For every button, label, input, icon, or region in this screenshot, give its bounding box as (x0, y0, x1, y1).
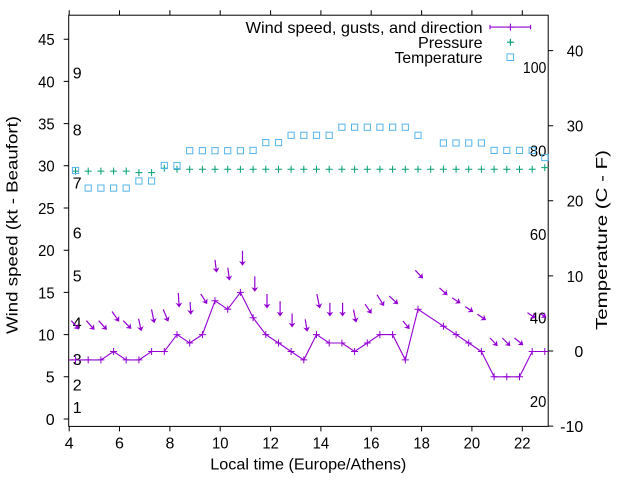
svg-text:80: 80 (530, 144, 547, 161)
svg-text:22: 22 (514, 436, 531, 453)
svg-text:5: 5 (73, 268, 82, 285)
svg-text:18: 18 (413, 436, 430, 453)
svg-text:6: 6 (73, 226, 82, 243)
svg-text:4: 4 (65, 436, 74, 453)
svg-text:Temperature: Temperature (395, 50, 483, 67)
svg-text:6: 6 (115, 436, 124, 453)
svg-text:60: 60 (530, 227, 547, 244)
svg-text:100: 100 (523, 60, 547, 77)
svg-text:0: 0 (46, 412, 55, 429)
svg-text:Pressure: Pressure (418, 35, 483, 52)
svg-text:-10: -10 (560, 419, 583, 436)
svg-text:8: 8 (165, 436, 174, 453)
svg-text:10: 10 (567, 269, 584, 286)
svg-text:0: 0 (574, 344, 583, 361)
svg-text:45: 45 (38, 32, 55, 49)
svg-text:Wind speed (kt - Beaufort): Wind speed (kt - Beaufort) (5, 116, 22, 334)
svg-text:20: 20 (464, 436, 481, 453)
svg-text:8: 8 (73, 122, 82, 139)
svg-text:40: 40 (38, 74, 55, 91)
svg-text:5: 5 (46, 370, 55, 387)
svg-text:9: 9 (73, 65, 82, 82)
svg-text:10: 10 (212, 436, 229, 453)
svg-text:30: 30 (567, 119, 584, 136)
svg-text:15: 15 (38, 285, 55, 302)
svg-text:12: 12 (262, 436, 279, 453)
svg-text:20: 20 (567, 194, 584, 211)
svg-text:Local time (Europe/Athens): Local time (Europe/Athens) (210, 457, 406, 474)
svg-text:7: 7 (73, 176, 82, 193)
svg-text:25: 25 (38, 201, 55, 218)
svg-text:Wind speed, gusts, and directi: Wind speed, gusts, and direction (246, 20, 483, 37)
svg-text:1: 1 (73, 400, 82, 417)
svg-text:Temperature (C - F): Temperature (C - F) (594, 150, 611, 330)
svg-text:35: 35 (38, 117, 55, 134)
svg-text:30: 30 (38, 159, 55, 176)
svg-text:20: 20 (38, 243, 55, 260)
svg-text:4: 4 (73, 315, 82, 332)
svg-text:10: 10 (38, 328, 55, 345)
svg-text:2: 2 (73, 377, 82, 394)
svg-text:14: 14 (313, 436, 330, 453)
svg-text:20: 20 (530, 394, 547, 411)
svg-text:16: 16 (363, 436, 380, 453)
svg-text:40: 40 (567, 44, 584, 61)
svg-text:40: 40 (530, 311, 547, 328)
